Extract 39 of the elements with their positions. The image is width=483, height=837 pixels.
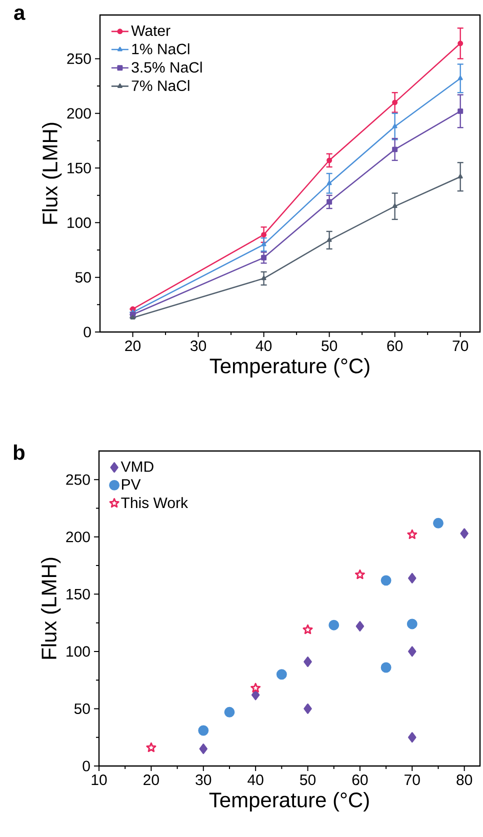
- x-tick-label: 20: [144, 774, 159, 786]
- y-tick-label: 150: [68, 162, 91, 174]
- y-tick-label: 150: [66, 588, 90, 600]
- y-tick-label: 100: [66, 646, 90, 657]
- legend-label: This Work: [121, 497, 188, 508]
- y-tick-label: 50: [74, 703, 90, 714]
- x-tick-label: 30: [196, 774, 212, 786]
- y-tick-label: 0: [82, 760, 90, 772]
- y-axis-title: Flux (LMH): [42, 122, 62, 224]
- y-tick-label: 200: [67, 108, 91, 119]
- x-tick-label: 60: [387, 340, 403, 352]
- legend-label: 1% NaCl: [132, 43, 190, 54]
- y-tick-label: 250: [66, 474, 90, 485]
- chart-title: a: [14, 8, 26, 20]
- legend-label: VMD: [120, 461, 154, 472]
- legend-label: 7% NaCl: [132, 80, 190, 92]
- x-tick-label: 40: [248, 774, 264, 786]
- y-tick-label: 100: [68, 217, 91, 228]
- legend-label: PV: [122, 479, 141, 490]
- x-tick-label: 70: [404, 774, 420, 786]
- x-axis-title: Temperature (°C): [209, 792, 369, 812]
- x-axis-title: Temperature (°C): [210, 358, 370, 378]
- y-tick-label: 200: [66, 532, 90, 542]
- y-axis-title: Flux (LMH): [41, 558, 61, 659]
- legend-label: Water: [131, 26, 170, 36]
- x-tick-label: 80: [456, 774, 472, 786]
- x-tick-label: 70: [452, 340, 468, 352]
- y-tick-label: 50: [75, 272, 91, 283]
- x-tick-label: 50: [322, 340, 338, 352]
- y-tick-label: 0: [84, 326, 91, 338]
- x-tick-label: 20: [125, 340, 141, 352]
- x-tick-label: 60: [352, 774, 368, 786]
- y-tick-label: 250: [67, 53, 91, 64]
- legend-label: 3.5% NaCl: [132, 62, 202, 73]
- chart-title: b: [14, 444, 24, 460]
- x-tick-label: 40: [256, 340, 272, 352]
- x-tick-label: 30: [190, 340, 206, 352]
- x-tick-label: 10: [92, 774, 107, 786]
- x-tick-label: 50: [300, 774, 316, 786]
